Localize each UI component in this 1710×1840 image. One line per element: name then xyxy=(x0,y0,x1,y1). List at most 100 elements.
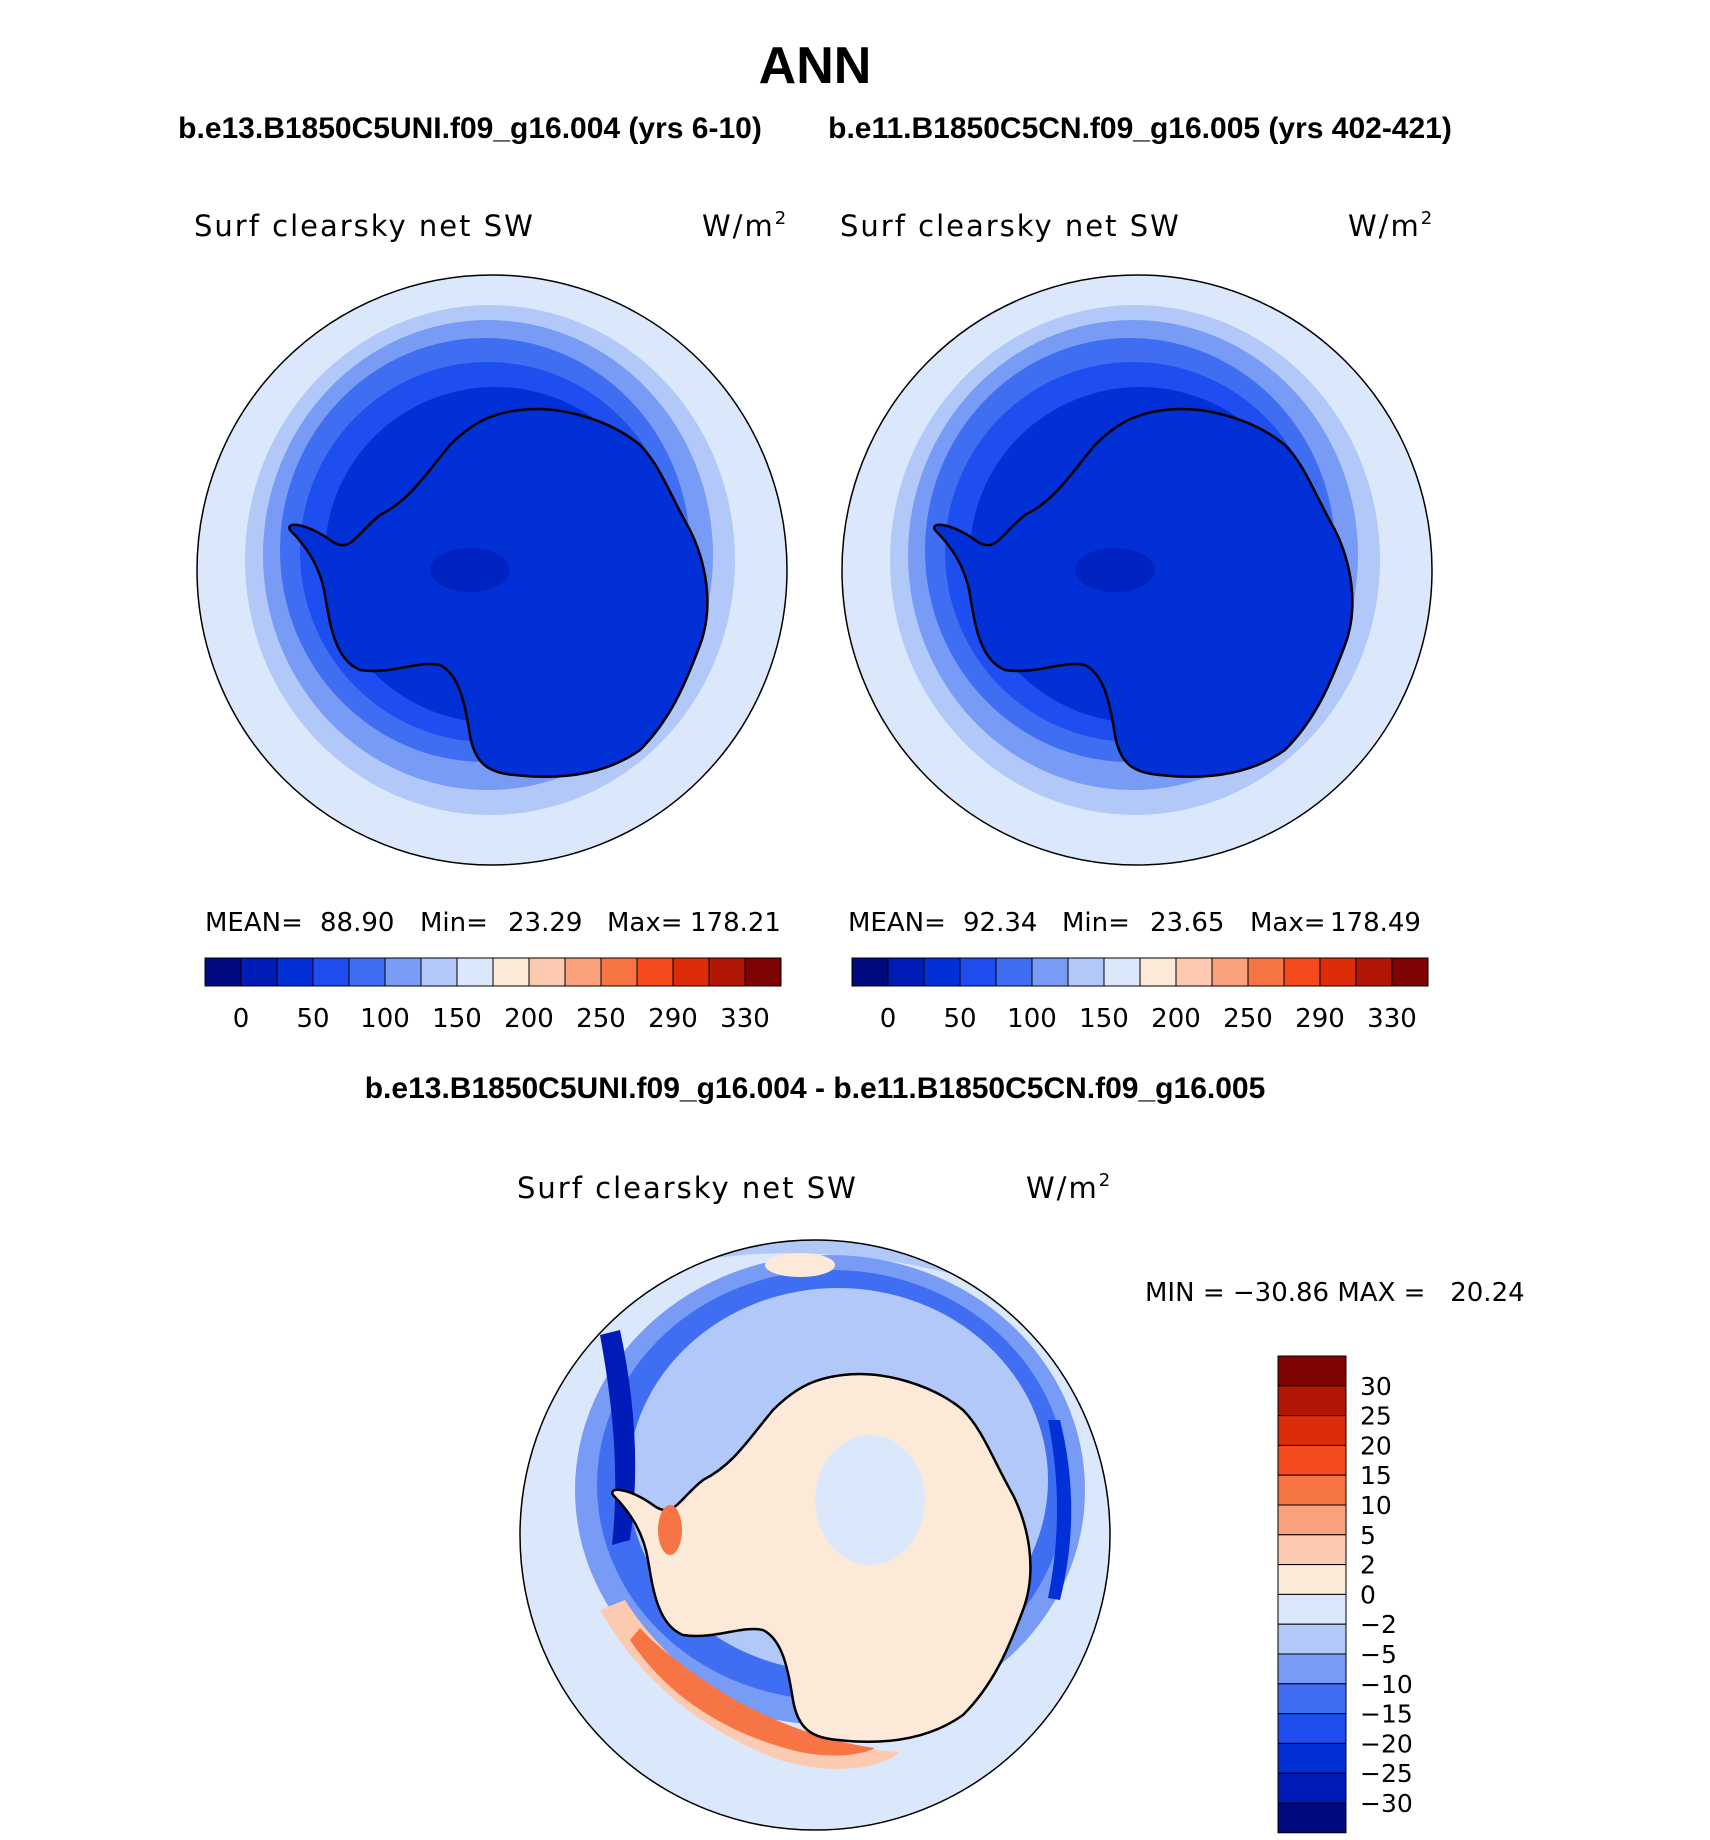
colorbar-right-box-11 xyxy=(1247,957,1285,987)
colorbar-left-tick-3: 150 xyxy=(432,1004,482,1034)
colorbar-right-box-14 xyxy=(1355,957,1393,987)
mean-label-right: MEAN= xyxy=(848,908,946,938)
colorbar-left-box-6 xyxy=(420,957,458,987)
units-exp-diff: 2 xyxy=(1099,1170,1112,1191)
colorbar-right-box-0 xyxy=(851,957,889,987)
colorbar-right-tick-6: 290 xyxy=(1295,1004,1345,1034)
colorbar-diff-label-11: −15 xyxy=(1360,1700,1413,1729)
colorbar-diff-box-14 xyxy=(1277,1772,1347,1804)
colorbar-diff-box-7 xyxy=(1277,1564,1347,1595)
mean-value-left: 88.90 xyxy=(320,908,394,938)
variable-label-left: Surf clearsky net SW xyxy=(194,209,535,243)
colorbar-diff-label-7: 0 xyxy=(1360,1580,1376,1609)
map-border-diff xyxy=(519,1239,1111,1831)
mean-label-left: MEAN= xyxy=(205,908,303,938)
colorbar-left-box-4 xyxy=(348,957,386,987)
min-label-left: Min= xyxy=(420,908,488,938)
colorbar-diff-box-2 xyxy=(1277,1415,1347,1446)
stats-left: MEAN= 88.90 Min= 23.29 Max= 178.21 xyxy=(205,908,781,938)
colorbar-right-box-12 xyxy=(1283,957,1321,987)
colorbar-right: 0 50 100 150 200 250 290 330 xyxy=(851,957,1429,1034)
diff-strong-east xyxy=(1048,1420,1072,1600)
colorbar-diff-box-4 xyxy=(1277,1474,1347,1506)
colorbar-left-box-3 xyxy=(312,957,350,987)
colorbar-left-box-2 xyxy=(276,957,314,987)
diff-interior-cool xyxy=(815,1435,925,1565)
colorbar-diff-box-1 xyxy=(1277,1385,1347,1417)
colorbar-left-box-5 xyxy=(384,957,422,987)
colorbar-diff-label-8: −2 xyxy=(1360,1610,1397,1639)
units-base-diff: W/m xyxy=(1026,1171,1099,1205)
max-value-left: 178.21 xyxy=(690,908,781,938)
colorbar-diff-label-5: 5 xyxy=(1360,1521,1376,1550)
colorbar-right-tick-1: 50 xyxy=(943,1004,976,1034)
min-value-left: 23.29 xyxy=(508,908,582,938)
colorbar-left-tick-2: 100 xyxy=(360,1004,410,1034)
colorbar-right-tick-4: 200 xyxy=(1151,1004,1201,1034)
colorbar-left-tick-5: 250 xyxy=(576,1004,626,1034)
colorbar-right-box-5 xyxy=(1031,957,1069,987)
max-value-right: 178.49 xyxy=(1330,908,1421,938)
colorbar-left-box-10 xyxy=(564,957,602,987)
colorbar-diff-box-6 xyxy=(1277,1534,1347,1566)
colorbar-diff-label-1: 25 xyxy=(1360,1402,1392,1431)
colorbar-left-box-1 xyxy=(240,957,278,987)
colorbar-right-box-9 xyxy=(1175,957,1213,987)
diff-warm-arc-core xyxy=(630,1628,875,1756)
variable-label-diff: Surf clearsky net SW xyxy=(517,1171,858,1205)
diff-min-max: MIN = −30.86 MAX = 20.24 xyxy=(1145,1278,1525,1308)
colorbar-left-tick-4: 200 xyxy=(504,1004,554,1034)
colorbar-diff-box-13 xyxy=(1277,1742,1347,1774)
colorbar-left-box-13 xyxy=(672,957,710,987)
colorbar-right-box-1 xyxy=(887,957,925,987)
colorbar-right-box-15 xyxy=(1391,957,1429,987)
colorbar-right-box-4 xyxy=(995,957,1033,987)
colorbar-left-tick-1: 50 xyxy=(296,1004,329,1034)
colorbar-diff-box-0 xyxy=(1277,1355,1347,1387)
max-label-left: Max= xyxy=(607,908,683,938)
colorbar-diff-box-11 xyxy=(1277,1683,1347,1715)
colorbar-left: 0 50 100 150 200 250 290 330 xyxy=(204,957,782,1034)
figure-title: ANN xyxy=(759,37,872,95)
colorbar-diff-label-6: 2 xyxy=(1360,1551,1376,1580)
colorbar-left-box-9 xyxy=(528,957,566,987)
colorbar-diff-label-9: −5 xyxy=(1360,1640,1397,1669)
colorbar-left-box-12 xyxy=(636,957,674,987)
colorbar-diff-label-2: 20 xyxy=(1360,1431,1392,1460)
colorbar-diff-label-12: −20 xyxy=(1360,1729,1413,1758)
colorbar-diff-label-3: 15 xyxy=(1360,1461,1392,1490)
colorbar-right-tick-7: 330 xyxy=(1367,1004,1417,1034)
polar-map-right xyxy=(842,275,1432,865)
variable-label-right: Surf clearsky net SW xyxy=(840,209,1181,243)
units-label-right: W/m2 xyxy=(1348,208,1434,243)
colorbar-diff-box-10 xyxy=(1277,1653,1347,1685)
colorbar-diff-label-13: −25 xyxy=(1360,1759,1413,1788)
max-label-right: Max= xyxy=(1250,908,1326,938)
colorbar-diff-label-4: 10 xyxy=(1360,1491,1392,1520)
colorbar-right-box-3 xyxy=(959,957,997,987)
colorbar-left-box-8 xyxy=(492,957,530,987)
map-border-right xyxy=(841,274,1433,866)
mean-value-right: 92.34 xyxy=(963,908,1037,938)
colorbar-right-tick-0: 0 xyxy=(880,1004,897,1034)
colorbar-right-box-2 xyxy=(923,957,961,987)
colorbar-left-box-14 xyxy=(708,957,746,987)
units-label-diff: W/m2 xyxy=(1026,1170,1112,1205)
interior-min-left xyxy=(430,548,510,592)
colorbar-right-box-10 xyxy=(1211,957,1249,987)
diff-peninsula-warm xyxy=(658,1505,682,1555)
colorbar-left-tick-0: 0 xyxy=(233,1004,250,1034)
polar-map-left xyxy=(197,275,787,865)
min-label-right: Min= xyxy=(1062,908,1130,938)
diff-title: b.e13.B1850C5UNI.f09_g16.004 - b.e11.B18… xyxy=(365,1072,1266,1105)
colorbar-left-box-15 xyxy=(744,957,782,987)
colorbar-diff-label-10: −10 xyxy=(1360,1670,1413,1699)
colorbar-diff-box-8 xyxy=(1277,1593,1347,1625)
units-exp-left: 2 xyxy=(775,208,788,229)
colorbar-left-box-7 xyxy=(456,957,494,987)
colorbar-left-box-11 xyxy=(600,957,638,987)
colorbar-right-tick-5: 250 xyxy=(1223,1004,1273,1034)
colorbar-right-box-13 xyxy=(1319,957,1357,987)
